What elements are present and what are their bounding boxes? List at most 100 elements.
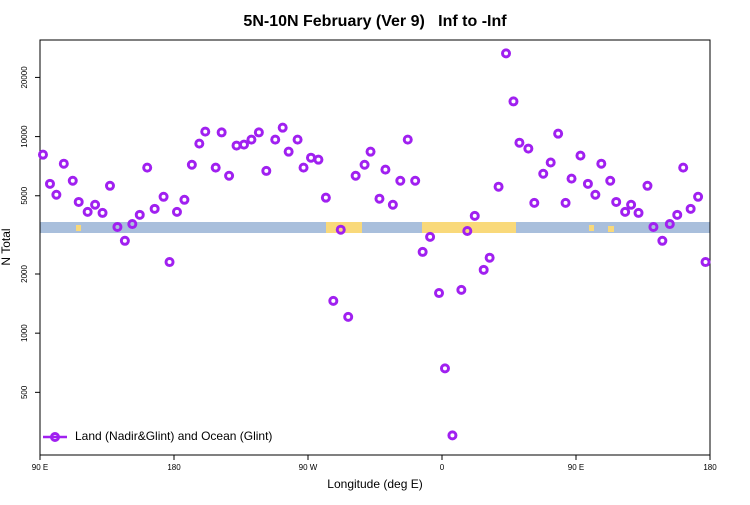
point bbox=[73, 196, 84, 207]
land-patch bbox=[76, 225, 81, 231]
y-tick-label: 20000 bbox=[20, 66, 29, 89]
point bbox=[186, 159, 197, 170]
ocean-band bbox=[40, 222, 710, 233]
point bbox=[590, 189, 601, 200]
point bbox=[335, 224, 346, 235]
point bbox=[642, 180, 653, 191]
point bbox=[410, 175, 421, 186]
point bbox=[58, 158, 69, 169]
point bbox=[224, 170, 235, 181]
point bbox=[425, 231, 436, 242]
point bbox=[678, 162, 689, 173]
point bbox=[359, 159, 370, 170]
point bbox=[664, 219, 675, 230]
point bbox=[37, 149, 48, 160]
point bbox=[171, 206, 182, 217]
point bbox=[210, 162, 221, 173]
point bbox=[605, 175, 616, 186]
point bbox=[493, 181, 504, 192]
land-patch bbox=[589, 225, 594, 231]
point bbox=[112, 221, 123, 232]
point bbox=[149, 203, 160, 214]
point bbox=[238, 139, 249, 150]
y-tick-label: 10000 bbox=[20, 125, 29, 148]
point bbox=[67, 175, 78, 186]
x-tick-label: 180 bbox=[167, 463, 181, 472]
point bbox=[484, 252, 495, 263]
point bbox=[158, 191, 169, 202]
point bbox=[685, 203, 696, 214]
point bbox=[246, 134, 257, 145]
point bbox=[387, 199, 398, 210]
point bbox=[51, 189, 62, 200]
point bbox=[216, 127, 227, 138]
legend-label: Land (Nadir&Glint) and Ocean (Glint) bbox=[75, 429, 272, 443]
point bbox=[365, 146, 376, 157]
x-tick-label: 0 bbox=[440, 463, 445, 472]
point bbox=[194, 138, 205, 149]
point bbox=[320, 192, 331, 203]
x-tick-label: 90 E bbox=[32, 463, 48, 472]
point bbox=[560, 197, 571, 208]
point bbox=[104, 180, 115, 191]
point bbox=[620, 206, 631, 217]
y-tick-label: 500 bbox=[20, 385, 29, 399]
point bbox=[277, 122, 288, 133]
point bbox=[142, 162, 153, 173]
point bbox=[447, 430, 458, 441]
point bbox=[90, 199, 101, 210]
y-tick-label: 1000 bbox=[20, 324, 29, 342]
point bbox=[657, 235, 668, 246]
x-tick-label: 180 bbox=[703, 463, 717, 472]
point bbox=[553, 128, 564, 139]
point bbox=[82, 206, 93, 217]
point bbox=[119, 235, 130, 246]
point bbox=[596, 158, 607, 169]
land-patch bbox=[608, 226, 614, 232]
point bbox=[261, 165, 272, 176]
x-tick-label: 90 E bbox=[568, 463, 584, 472]
y-tick-label: 2000 bbox=[20, 265, 29, 283]
point bbox=[439, 363, 450, 374]
point bbox=[395, 175, 406, 186]
point bbox=[633, 207, 644, 218]
plot-frame bbox=[39, 39, 711, 456]
y-axis-label: N Total bbox=[0, 228, 13, 265]
point bbox=[508, 96, 519, 107]
point bbox=[648, 221, 659, 232]
point bbox=[298, 162, 309, 173]
point bbox=[456, 284, 467, 295]
point bbox=[200, 126, 211, 137]
point bbox=[305, 152, 316, 163]
point bbox=[611, 196, 622, 207]
point bbox=[417, 246, 428, 257]
point bbox=[380, 164, 391, 175]
point bbox=[514, 137, 525, 148]
point bbox=[283, 146, 294, 157]
point bbox=[44, 178, 55, 189]
point bbox=[529, 197, 540, 208]
point bbox=[134, 209, 145, 220]
y-tick-label: 5000 bbox=[20, 186, 29, 204]
point bbox=[270, 134, 281, 145]
point bbox=[374, 193, 385, 204]
point bbox=[343, 311, 354, 322]
point bbox=[478, 264, 489, 275]
x-tick-label: 90 W bbox=[299, 463, 318, 472]
point bbox=[462, 225, 473, 236]
point bbox=[700, 257, 711, 268]
x-axis-label: Longitude (deg E) bbox=[327, 477, 422, 491]
point bbox=[469, 210, 480, 221]
point bbox=[179, 194, 190, 205]
point bbox=[626, 199, 637, 210]
point bbox=[566, 173, 577, 184]
point bbox=[313, 154, 324, 165]
point bbox=[434, 288, 445, 299]
point bbox=[501, 48, 512, 59]
point bbox=[523, 143, 534, 154]
point bbox=[292, 134, 303, 145]
point bbox=[253, 127, 264, 138]
point bbox=[575, 150, 586, 161]
point bbox=[545, 157, 556, 168]
point bbox=[538, 168, 549, 179]
